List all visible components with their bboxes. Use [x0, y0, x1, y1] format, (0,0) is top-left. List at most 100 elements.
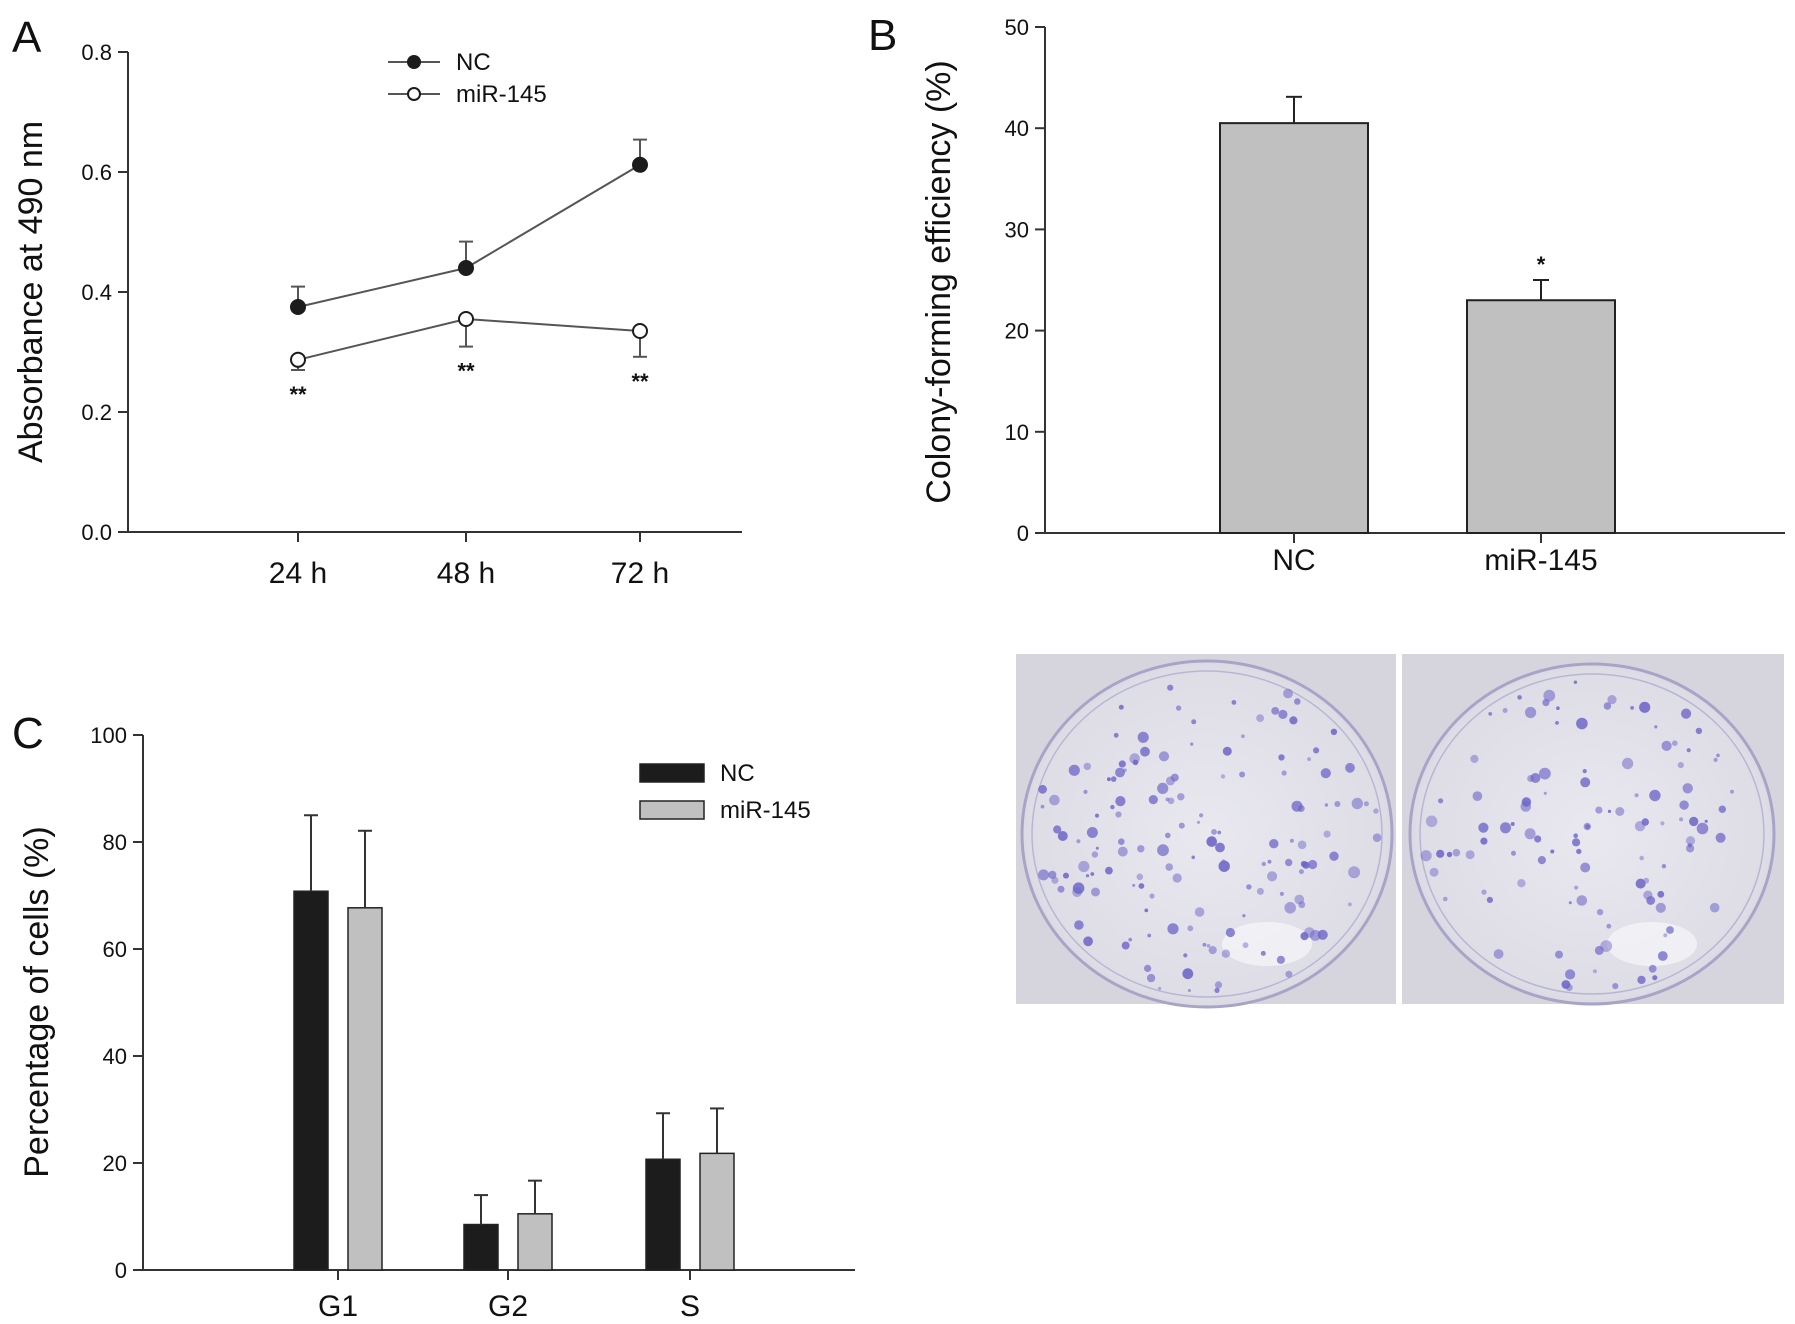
colony: [1123, 768, 1127, 773]
colony: [1271, 707, 1280, 715]
colony: [1289, 838, 1294, 843]
colony: [1534, 835, 1542, 843]
colony: [1530, 773, 1541, 783]
panel-c-legend-swatch: [639, 800, 705, 820]
colony: [1182, 968, 1194, 980]
colony: [1641, 818, 1650, 826]
colony: [1351, 797, 1364, 810]
panel-b-y-tick-label: 40: [1005, 116, 1029, 141]
panel-a-y-axis-label: Absorbance at 490 nm: [12, 121, 50, 463]
colony: [1334, 801, 1341, 807]
panel-b-bar: [1219, 122, 1369, 534]
colony: [1317, 929, 1328, 940]
colony: [1206, 836, 1217, 847]
colony: [1320, 768, 1331, 779]
colony: [1679, 800, 1689, 810]
colony: [1144, 964, 1152, 973]
colony: [1085, 874, 1090, 878]
colony: [1278, 709, 1288, 720]
petri-dish: [1020, 659, 1394, 1009]
colony: [1307, 757, 1311, 761]
colony: [1063, 872, 1069, 879]
colony: [1666, 926, 1674, 934]
colony: [1239, 771, 1246, 778]
panel-b-x-tick-label: miR-145: [1484, 544, 1597, 577]
colony: [1580, 862, 1591, 873]
colony: [1285, 970, 1293, 978]
colony: [1511, 850, 1516, 856]
colony: [1572, 838, 1581, 847]
colony: [1256, 887, 1264, 895]
panel-c-x-tick-label: G2: [488, 1290, 528, 1323]
panel-b-significance-label: *: [1537, 252, 1546, 277]
colony: [1655, 902, 1666, 913]
colony: [1543, 791, 1547, 795]
colony: [1550, 849, 1555, 854]
colony: [1078, 860, 1090, 873]
colony: [1298, 901, 1306, 909]
colony: [1057, 831, 1068, 841]
colony: [1149, 893, 1155, 899]
colony: [1095, 813, 1099, 818]
colony: [1300, 860, 1307, 868]
colony: [1429, 867, 1439, 877]
colony: [1284, 902, 1296, 914]
panel-a-point: [632, 323, 648, 339]
colony: [1576, 717, 1588, 730]
panel-c-legend-label: NC: [720, 760, 755, 787]
colony: [1057, 885, 1065, 893]
panel-c-y-tick-label: 0: [115, 1258, 127, 1283]
colony: [1040, 804, 1045, 809]
colony: [1190, 742, 1194, 746]
colony: [1267, 859, 1272, 864]
colony: [1158, 986, 1162, 991]
panel-letter-a: A: [12, 13, 42, 62]
colony: [1573, 680, 1578, 684]
colony: [1443, 896, 1448, 902]
colony: [1095, 846, 1099, 850]
panel-c-bar: [645, 1158, 681, 1271]
colony: [1687, 843, 1693, 848]
colony: [1246, 884, 1252, 890]
panel-c-bar: [463, 1223, 499, 1271]
colony: [1202, 942, 1207, 947]
colony: [1329, 851, 1339, 861]
colony: [1654, 725, 1658, 729]
colony: [1565, 984, 1573, 991]
panel-a-x-tick-label: 24 h: [269, 557, 327, 590]
panel-c-bar: [699, 1152, 735, 1271]
colony: [1298, 869, 1304, 875]
panel-letter-c: C: [12, 709, 44, 758]
colony: [1685, 836, 1696, 846]
colony: [1183, 953, 1188, 958]
colony: [1146, 973, 1156, 983]
colony: [1118, 838, 1125, 845]
colony: [1221, 949, 1231, 958]
panel-a-x-tick-label: 72 h: [611, 557, 669, 590]
colony: [1681, 708, 1692, 719]
colony: [1696, 822, 1709, 835]
colony: [1225, 927, 1235, 938]
dish-glare: [1607, 922, 1697, 966]
colony: [1502, 708, 1508, 713]
panel-b-y-tick-label: 30: [1005, 217, 1029, 242]
colony: [1278, 754, 1285, 761]
panel-b-bar: [1466, 299, 1616, 534]
colony: [1345, 762, 1355, 773]
colony: [1576, 848, 1582, 855]
colony: [1137, 845, 1145, 853]
panel-a-significance-label: **: [631, 369, 649, 394]
colony: [1600, 940, 1613, 952]
colony: [1521, 797, 1532, 807]
colony: [1158, 751, 1170, 762]
colony: [1172, 873, 1182, 883]
colony: [1281, 770, 1287, 776]
panel-c-y-tick-label: 100: [90, 723, 127, 748]
colony: [1137, 731, 1149, 743]
colony: [1568, 901, 1572, 905]
colony: [1718, 805, 1727, 813]
colony: [1615, 807, 1625, 816]
colony: [1132, 883, 1136, 887]
colony: [1480, 837, 1488, 845]
colony: [1165, 776, 1175, 786]
